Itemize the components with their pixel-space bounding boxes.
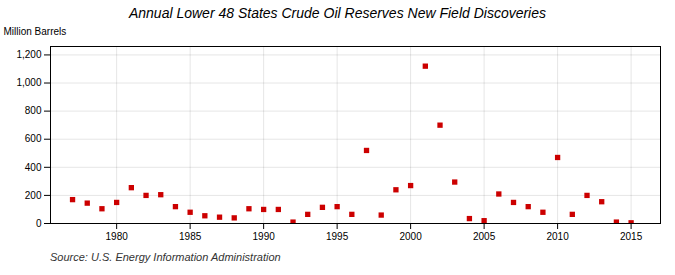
- svg-text:1990: 1990: [253, 231, 276, 242]
- html-text:Annual Lower 48 States Crude O: Annual Lower 48 States Crude Oil Reserve…: [129, 5, 546, 21]
- svg-text:600: 600: [25, 133, 42, 144]
- svg-text:1,200: 1,200: [16, 49, 41, 60]
- svg-text:2005: 2005: [473, 231, 496, 242]
- svg-text:1985: 1985: [179, 231, 202, 242]
- svg-text:Million Barrels: Million Barrels: [4, 26, 67, 37]
- svg-text:200: 200: [25, 190, 42, 201]
- svg-text:2015: 2015: [620, 231, 643, 242]
- svg-text:2010: 2010: [546, 231, 569, 242]
- svg-text:2000: 2000: [399, 231, 422, 242]
- svg-text:400: 400: [25, 162, 42, 173]
- svg-text:800: 800: [25, 105, 42, 116]
- svg-text:0: 0: [36, 218, 42, 229]
- svg-text:1980: 1980: [106, 231, 129, 242]
- svg-text:1,000: 1,000: [16, 77, 41, 88]
- svg-text:1995: 1995: [326, 231, 349, 242]
- html-text:Source: U.S. Energy Informatio: Source: U.S. Energy Information Administ…: [50, 251, 281, 263]
